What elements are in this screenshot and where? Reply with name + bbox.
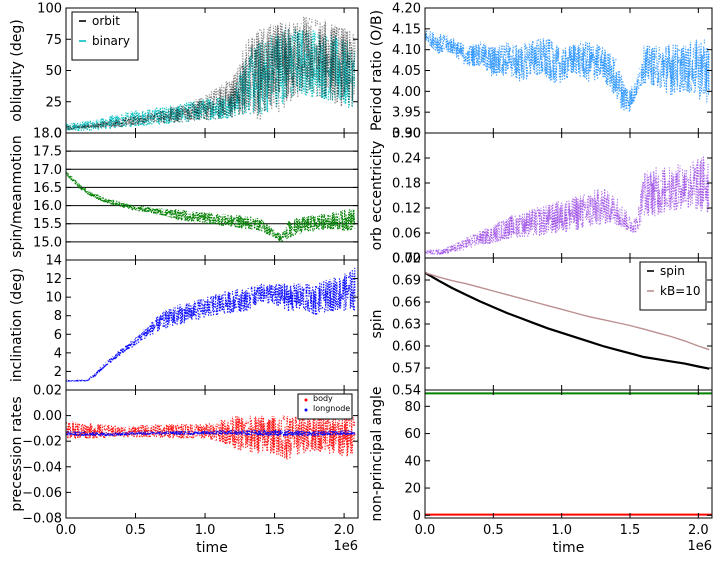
y-axis-label: spin xyxy=(369,310,385,339)
y-tick-label: 17.5 xyxy=(33,145,62,160)
y-tick-label: 4.20 xyxy=(392,2,421,17)
series-spin-meanmotion xyxy=(66,172,355,242)
legend-label: binary xyxy=(92,34,130,48)
y-tick-label: 4.05 xyxy=(392,64,421,79)
series-eccentricity xyxy=(425,157,709,255)
y-tick-label: 4.15 xyxy=(392,22,421,37)
y-tick-label: 25 xyxy=(45,95,62,110)
y-axis-label: inclination (deg) xyxy=(9,268,25,382)
chart-spin_meanmotion: 15.0 15.5 16.0 16.5 17.0 17.5 18.0 spin/meanmot… xyxy=(9,127,358,261)
y-tick-label: 15.5 xyxy=(33,217,62,232)
chart-precession: −0.08−0.06−0.04−0.020.000.020.0 0.5 1.0 1.5… xyxy=(9,384,358,557)
chart-inclination: 2 4 6 8 10 12 14 inclination (deg) xyxy=(9,254,358,391)
y-tick-label: 17.0 xyxy=(33,163,62,178)
y-tick-label: 12 xyxy=(45,272,62,287)
y-tick-label: 18.0 xyxy=(33,127,62,142)
y-tick-label: 16.0 xyxy=(33,199,62,214)
y-tick-label: 0.72 xyxy=(392,252,421,267)
y-tick-label: 15.0 xyxy=(33,235,62,250)
y-tick-label: 4 xyxy=(54,346,62,361)
plot-area xyxy=(66,133,358,242)
axes-frame xyxy=(66,260,358,390)
y-tick-label: 8 xyxy=(54,309,62,324)
y-tick-label: 0.63 xyxy=(392,318,421,333)
legend-label: spin xyxy=(660,264,685,278)
y-tick-label: 14 xyxy=(45,254,62,269)
y-axis-label: obliquity (deg) xyxy=(9,19,25,121)
y-tick-label: 3.95 xyxy=(392,106,421,121)
legend: spin kB=10 xyxy=(640,262,706,310)
plot-area xyxy=(66,268,355,382)
y-tick-label: 0.66 xyxy=(392,296,421,311)
y-axis-label: spin/meanmotion xyxy=(9,135,25,257)
y-tick-label: 16.5 xyxy=(33,181,62,196)
figure: 0 25 50 75 100 obliquity (deg) orbit binary 3.90… xyxy=(0,0,720,576)
plot-area xyxy=(425,157,709,255)
y-axis-label: orb eccentricity xyxy=(369,141,385,251)
y-tick-label: 0.18 xyxy=(392,177,421,192)
y-tick-label: 0.12 xyxy=(392,202,421,217)
y-tick-label: 4.00 xyxy=(392,85,421,100)
series-body xyxy=(66,415,355,460)
y-tick-label: 0.06 xyxy=(392,227,421,242)
y-tick-label: 50 xyxy=(45,64,62,79)
y-tick-label: 0.54 xyxy=(392,384,421,399)
legend-label: orbit xyxy=(92,14,120,28)
series-inclination xyxy=(66,268,355,382)
legend: orbit binary xyxy=(72,12,138,60)
figure-svg: 0255075100obliquity (deg) orbitbinary3.90… xyxy=(0,0,720,576)
y-tick-label: 4.10 xyxy=(392,43,421,58)
y-tick-label: 100 xyxy=(37,2,62,17)
axes-frame xyxy=(66,133,358,260)
y-tick-label: 6 xyxy=(54,328,62,343)
chart-spin: 0.54 0.57 0.60 0.63 0.66 0.69 0.72 spin spin kB=1… xyxy=(369,252,712,399)
plot-area xyxy=(66,415,355,460)
y-tick-label: 0.24 xyxy=(392,152,421,167)
plot-area xyxy=(425,31,709,112)
series-period-ratio xyxy=(425,31,709,112)
y-axis-label: Period ratio (O/B) xyxy=(369,10,385,131)
legend-label: kB=10 xyxy=(660,284,701,298)
y-tick-label: 75 xyxy=(45,33,62,48)
y-tick-label: 0.60 xyxy=(392,340,421,355)
y-tick-label: 0.69 xyxy=(392,274,421,289)
y-tick-label: 0.30 xyxy=(392,127,421,142)
y-tick-label: 10 xyxy=(45,291,62,306)
y-tick-label: 0.57 xyxy=(392,362,421,377)
y-tick-label: 2 xyxy=(54,365,62,380)
